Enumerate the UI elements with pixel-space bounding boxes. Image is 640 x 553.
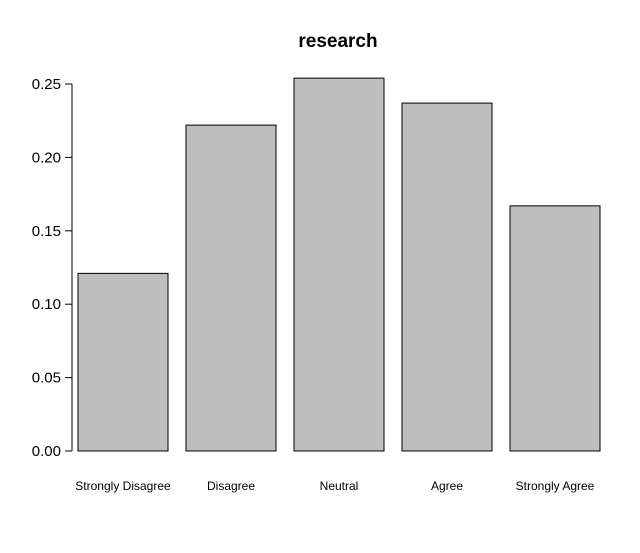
- y-tick-label: 0.15: [32, 223, 61, 240]
- x-axis-labels: Strongly Disagree Disagree Neutral Agree Str…: [75, 479, 594, 493]
- bar-agree: [401, 102, 493, 452]
- bar-series: [77, 77, 601, 452]
- y-axis: 0.00 0.05 0.10 0.15 0.20 0.25: [32, 76, 73, 460]
- x-category-label: Strongly Disagree: [75, 479, 171, 493]
- chart-title: research: [298, 31, 377, 52]
- bar-disagree: [185, 124, 277, 452]
- x-category-label: Disagree: [207, 479, 255, 493]
- bar-neutral: [293, 77, 385, 452]
- bar-strongly-agree: [509, 205, 601, 452]
- y-tick-label: 0.20: [32, 149, 61, 166]
- y-tick-label: 0.05: [32, 370, 61, 387]
- y-tick-label: 0.00: [32, 443, 61, 460]
- y-tick-label: 0.25: [32, 76, 61, 93]
- x-category-label: Agree: [431, 479, 463, 493]
- x-category-label: Strongly Agree: [516, 479, 595, 493]
- bar-strongly-disagree: [77, 272, 169, 452]
- x-category-label: Neutral: [320, 479, 359, 493]
- y-tick-label: 0.10: [32, 296, 61, 313]
